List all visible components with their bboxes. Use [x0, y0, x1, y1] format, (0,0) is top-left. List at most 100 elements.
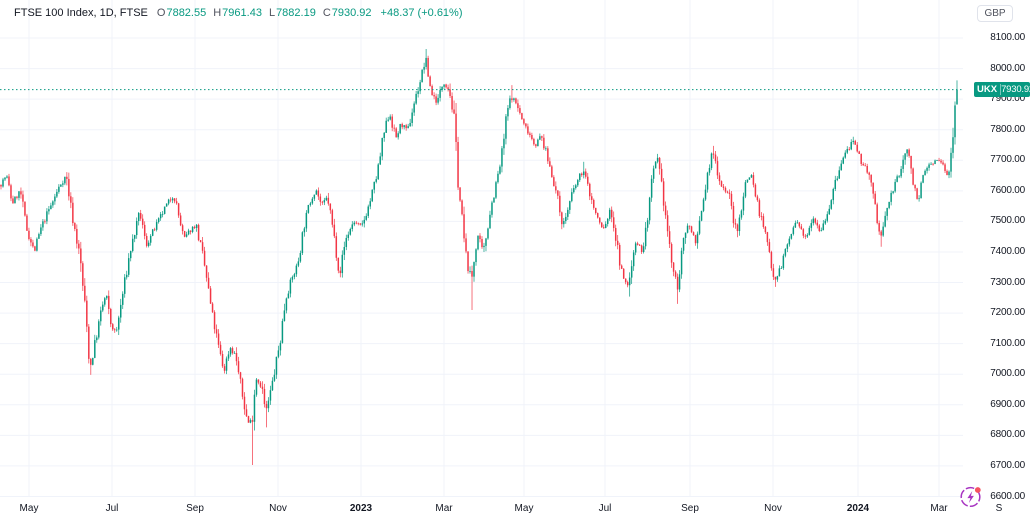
- candle-body: [387, 119, 389, 121]
- candle-body: [543, 137, 545, 149]
- candle-body: [896, 176, 898, 182]
- candle-body: [263, 388, 266, 405]
- candle-body: [141, 218, 144, 225]
- candle-body: [686, 225, 689, 233]
- candle-body: [842, 157, 844, 164]
- time-axis[interactable]: May Jul Sep Nov 2023 Mar May Jul Sep Nov 2024 Mar S: [0, 497, 1030, 532]
- candle-body: [894, 181, 896, 192]
- candle-body: [545, 148, 547, 150]
- candle-body: [147, 242, 150, 246]
- candle-body: [610, 209, 613, 218]
- price-tick-label: 7400.00: [990, 245, 1025, 257]
- candle-body: [936, 160, 938, 161]
- time-tick-label: 2024: [846, 503, 870, 514]
- candle-body: [630, 266, 633, 278]
- candle-body: [177, 203, 180, 216]
- candle-body: [14, 196, 16, 204]
- candle-body: [788, 238, 791, 245]
- change-value: +48.37 (+0.61%): [380, 7, 463, 19]
- candle-body: [866, 165, 868, 173]
- candle-body: [618, 244, 621, 266]
- time-tick-label: Jul: [598, 503, 612, 514]
- candle-body: [319, 196, 322, 202]
- candle-body: [281, 320, 284, 343]
- candle-body: [299, 253, 302, 262]
- candle-body: [850, 141, 852, 150]
- candle-body: [317, 190, 320, 197]
- symbol-title[interactable]: FTSE 100 Index, 1D, FTSE: [14, 7, 148, 19]
- price-axis[interactable]: 8100.00 8000.00 7900.00 7800.00 7700.00 7600.…: [963, 0, 1030, 502]
- candle-body: [357, 222, 360, 224]
- candle-body: [6, 176, 8, 178]
- candle-body: [563, 221, 565, 225]
- candle-body: [80, 248, 82, 264]
- time-tick-label: 2023: [349, 503, 373, 514]
- candle-body: [818, 225, 821, 231]
- candle-body: [28, 230, 30, 240]
- candle-body: [507, 107, 509, 117]
- candle-body: [794, 222, 797, 228]
- candle-body: [369, 201, 371, 207]
- low-value: L7882.19: [268, 7, 316, 19]
- currency-button[interactable]: GBP: [977, 5, 1013, 22]
- candle-body: [185, 234, 188, 237]
- candle-body: [195, 224, 198, 228]
- price-tick-label: 7300.00: [990, 276, 1025, 288]
- candle-body: [748, 177, 751, 180]
- candle-body: [565, 216, 567, 222]
- candle-body: [539, 136, 541, 140]
- candle-body: [942, 162, 944, 165]
- close-value: C7930.92: [322, 7, 372, 19]
- candle-body: [898, 176, 900, 178]
- candle-body: [606, 218, 609, 224]
- candle-body: [924, 170, 926, 176]
- candle-body: [792, 227, 795, 234]
- candle-body: [768, 242, 771, 252]
- candle-body: [435, 96, 437, 103]
- candle-body: [241, 378, 244, 397]
- candle-body: [423, 66, 425, 70]
- candle-body: [654, 161, 657, 169]
- candle-body: [904, 153, 906, 160]
- candle-body: [740, 210, 743, 218]
- candle-body: [445, 84, 447, 88]
- candle-body: [848, 149, 850, 150]
- candle-body: [309, 203, 312, 205]
- candle-body: [583, 171, 585, 176]
- candle-body: [830, 200, 833, 209]
- candle-body: [431, 86, 433, 96]
- candle-body: [800, 226, 803, 230]
- candle-body: [593, 199, 595, 208]
- boost-button[interactable]: [958, 484, 984, 510]
- candle-body: [295, 265, 298, 275]
- candle-body: [78, 243, 80, 249]
- candle-body: [640, 245, 643, 252]
- notification-dot: [974, 487, 981, 493]
- candle-body: [870, 174, 872, 183]
- candle-body: [213, 312, 216, 330]
- open-value: O7882.55: [156, 7, 207, 19]
- candle-body: [76, 228, 78, 244]
- candle-body: [531, 134, 533, 139]
- candle-body: [784, 248, 787, 256]
- candle-body: [191, 226, 194, 232]
- candle-body: [513, 98, 515, 101]
- candle-body: [287, 293, 290, 299]
- candle-body: [902, 159, 904, 169]
- candle-body: [561, 212, 563, 225]
- candle-body: [10, 185, 12, 199]
- candle-body: [674, 271, 677, 277]
- candle-body: [746, 179, 749, 183]
- candle-body: [684, 232, 687, 238]
- candle-body: [159, 214, 162, 219]
- candle-body: [549, 161, 551, 167]
- candle-body: [585, 171, 587, 177]
- candle-body: [303, 228, 306, 233]
- candle-body: [267, 400, 270, 409]
- candle-body: [363, 219, 365, 224]
- candle-body: [361, 223, 363, 225]
- candle-body: [944, 164, 946, 171]
- candle-body: [626, 282, 629, 286]
- candle-body: [245, 409, 248, 417]
